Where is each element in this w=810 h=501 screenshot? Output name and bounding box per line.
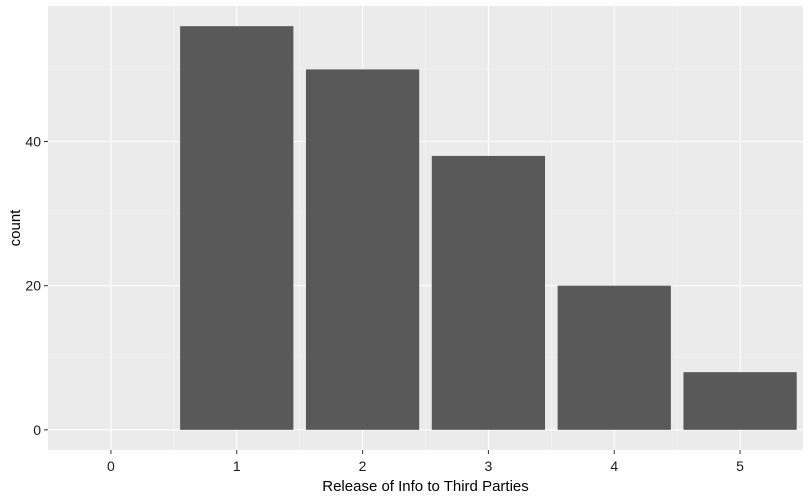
x-tick-label-3: 3 [485,458,493,474]
y-axis-tick-labels: 0 20 40 [25,134,41,438]
bar-1 [180,26,294,430]
y-tick-label-20: 20 [25,278,41,294]
x-tick-label-4: 4 [610,458,618,474]
x-axis-title: Release of Info to Third Parties [322,478,529,495]
y-axis-title: count [7,209,24,247]
y-tick-label-40: 40 [25,134,41,150]
x-tick-label-1: 1 [233,458,241,474]
x-tick-label-0: 0 [107,458,115,474]
bar-3 [431,155,546,430]
bars [180,26,797,430]
y-tick-label-0: 0 [33,422,41,438]
x-axis-tick-labels: 0 1 2 3 4 5 [107,458,744,474]
x-tick-label-2: 2 [359,458,367,474]
bar-4 [557,285,671,430]
x-tick-label-5: 5 [736,458,744,474]
bar-5 [683,372,797,430]
bar-2 [305,69,420,430]
axis-ticks [44,141,741,454]
